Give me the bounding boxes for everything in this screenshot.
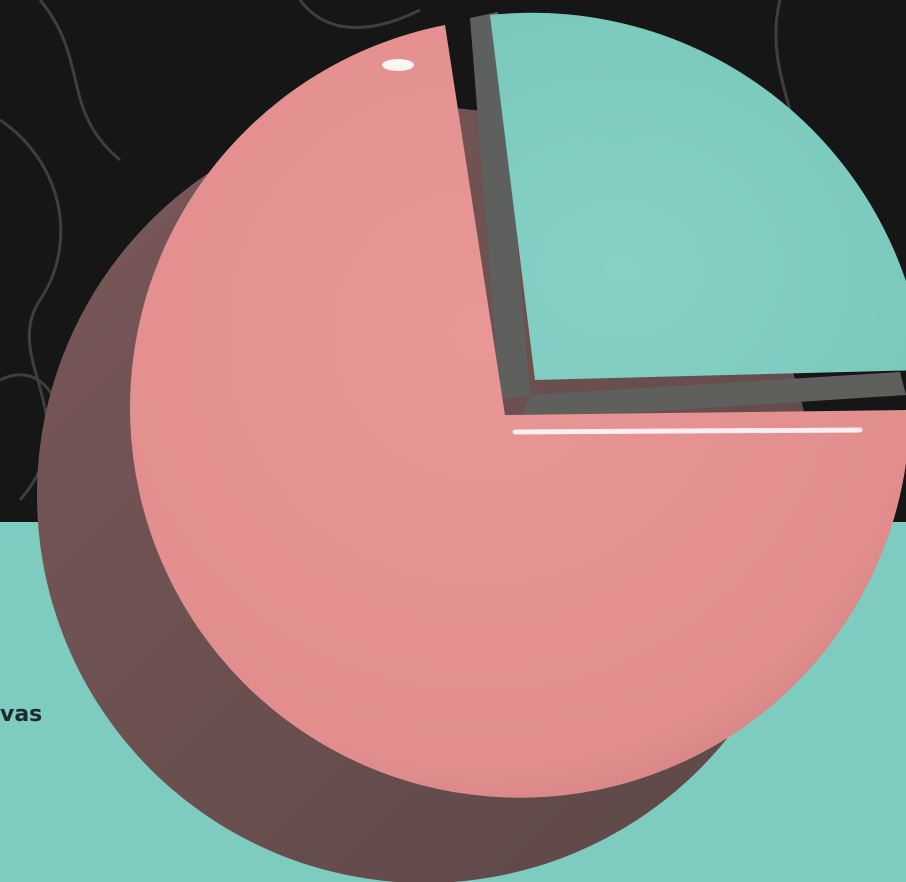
highlight <box>512 427 863 435</box>
caption-text: vas <box>0 702 43 727</box>
teal-slice <box>490 12 906 380</box>
teal-slice-edge <box>520 372 906 420</box>
teal-slice-inner-edge <box>470 12 530 400</box>
highlight <box>382 59 414 71</box>
pink-slice <box>130 25 906 798</box>
